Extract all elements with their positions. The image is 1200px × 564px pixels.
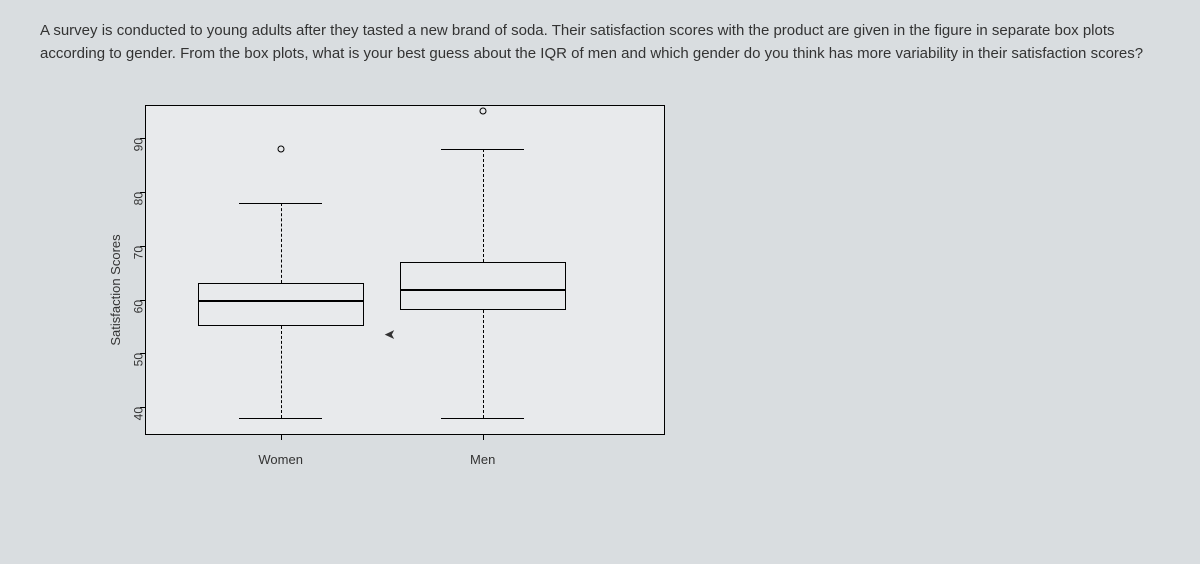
x-category-label: Men <box>470 452 495 467</box>
question-text: A survey is conducted to young adults af… <box>40 20 1160 65</box>
x-tick-mark <box>281 434 282 440</box>
box <box>198 283 364 326</box>
whisker-lower <box>483 310 484 418</box>
whisker-cap-min <box>239 418 322 419</box>
outlier-point <box>277 146 284 153</box>
y-tick-label: 50 <box>131 353 145 366</box>
whisker-cap-min <box>441 418 524 419</box>
whisker-lower <box>281 326 282 417</box>
median-line <box>400 289 566 291</box>
plot-area: 405060708090WomenMen➤ <box>145 105 665 435</box>
y-tick-label: 60 <box>131 300 145 313</box>
y-tick-label: 40 <box>131 407 145 420</box>
y-tick-label: 90 <box>131 138 145 151</box>
whisker-upper <box>483 149 484 262</box>
whisker-cap-max <box>441 149 524 150</box>
y-axis-label: Satisfaction Scores <box>108 234 123 345</box>
y-tick-label: 70 <box>131 246 145 259</box>
y-tick-label: 80 <box>131 192 145 205</box>
cursor-icon: ➤ <box>384 326 396 343</box>
median-line <box>198 300 364 302</box>
whisker-upper <box>281 203 282 284</box>
x-category-label: Women <box>258 452 303 467</box>
whisker-cap-max <box>239 203 322 204</box>
boxplot-container: Satisfaction Scores 405060708090WomenMen… <box>90 100 680 480</box>
box <box>400 262 566 310</box>
outlier-point <box>479 108 486 115</box>
x-tick-mark <box>483 434 484 440</box>
